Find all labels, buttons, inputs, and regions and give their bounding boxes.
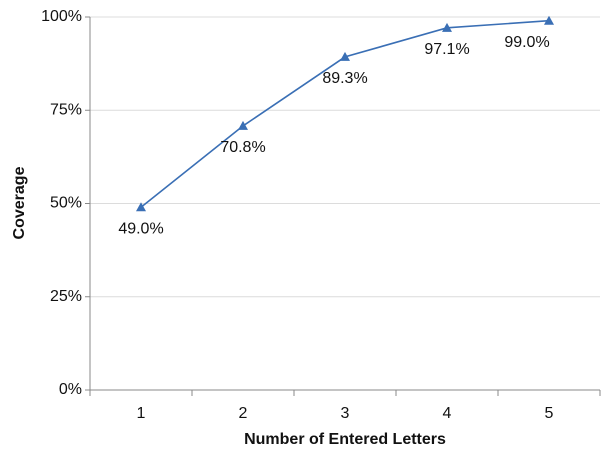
x-tick-label: 5 (545, 405, 554, 422)
y-tick-label: 100% (41, 8, 82, 25)
y-axis-title: Coverage (11, 166, 28, 239)
x-tick-label: 1 (137, 405, 146, 422)
marker (238, 120, 248, 130)
x-tick-label: 4 (443, 405, 452, 422)
data-label: 70.8% (220, 139, 265, 156)
y-tick-label: 50% (50, 195, 82, 212)
y-tick-label: 75% (50, 101, 82, 118)
x-axis-title: Number of Entered Letters (244, 431, 446, 448)
x-tick-label: 3 (341, 405, 350, 422)
series-line (140, 19, 550, 208)
data-label: 99.0% (504, 34, 549, 51)
data-label: 97.1% (424, 41, 469, 58)
marker (442, 22, 452, 32)
y-tick-label: 0% (59, 381, 82, 398)
x-tick-label: 2 (239, 405, 248, 422)
data-label: 49.0% (118, 220, 163, 237)
marker (340, 51, 350, 61)
marker (136, 202, 146, 212)
marker (544, 15, 554, 25)
data-label: 89.3% (322, 70, 367, 87)
y-tick-label: 25% (50, 288, 82, 305)
